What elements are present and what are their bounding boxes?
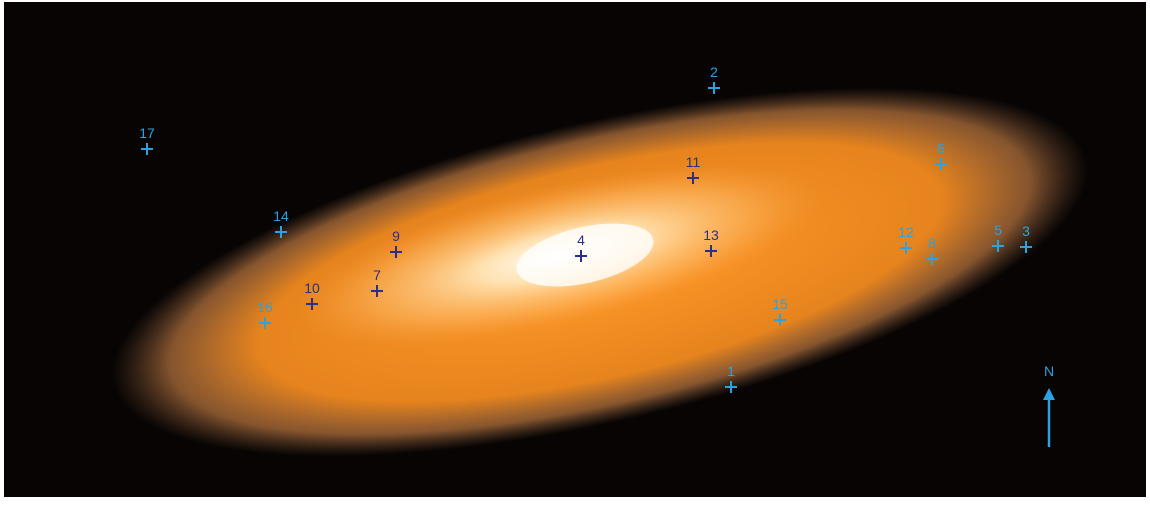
marker-cross (705, 245, 717, 257)
marker-label: 9 (392, 228, 400, 244)
marker-cross (708, 82, 720, 94)
marker-label: 16 (257, 299, 273, 315)
marker-cross (275, 226, 287, 238)
marker-cross (687, 172, 699, 184)
marker-label: 2 (710, 64, 718, 80)
marker-cross (926, 253, 938, 265)
marker-label: 11 (686, 154, 701, 170)
marker-label: 17 (139, 125, 155, 141)
marker-cross (992, 240, 1004, 252)
marker-label: 6 (937, 140, 945, 156)
marker-label: 4 (577, 232, 585, 248)
marker-label: 15 (772, 296, 788, 312)
marker-label: 8 (928, 235, 936, 251)
compass-arrowhead (1043, 388, 1055, 400)
marker-cross (141, 143, 153, 155)
marker-cross (259, 317, 271, 329)
marker-cross (774, 314, 786, 326)
marker-label: 12 (898, 224, 914, 240)
compass-label: N (1044, 363, 1054, 379)
marker-label: 13 (703, 227, 719, 243)
compass: N (1043, 363, 1055, 447)
marker-cross (575, 250, 587, 262)
marker-cross (725, 381, 737, 393)
marker-label: 7 (373, 267, 381, 283)
marker-cross (371, 285, 383, 297)
marker-cross (900, 242, 912, 254)
marker-label: 14 (273, 208, 289, 224)
marker-cross (390, 246, 402, 258)
marker-label: 3 (1022, 223, 1030, 239)
marker-cross (935, 158, 947, 170)
marker-cross (1020, 241, 1032, 253)
marker-label: 5 (994, 222, 1002, 238)
marker-label: 10 (304, 280, 320, 296)
marker-cross (306, 298, 318, 310)
marker-label: 1 (727, 363, 735, 379)
